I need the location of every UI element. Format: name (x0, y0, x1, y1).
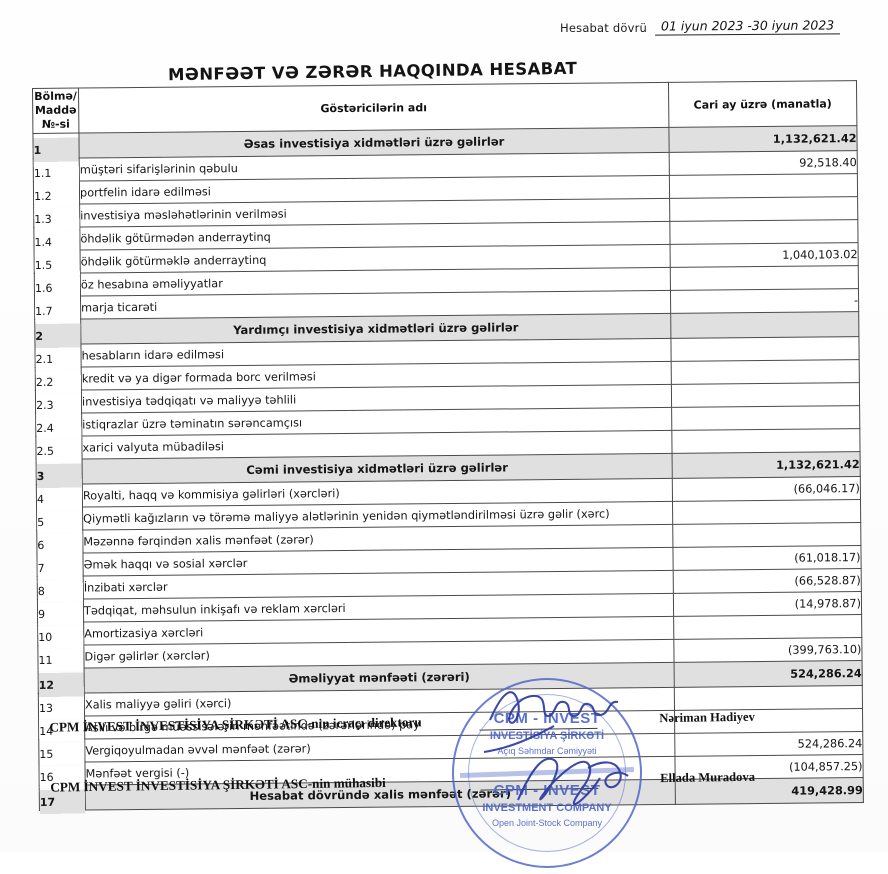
row-number: 3 (36, 463, 83, 489)
column-header-number-line1: Bölmə/ (34, 89, 77, 104)
row-value: 1,040,103.02 (670, 242, 859, 268)
row-value: (399,763.10) (673, 637, 863, 663)
row-number: 2 (34, 323, 81, 349)
row-number: 10 (37, 625, 84, 649)
row-value: 1,132,621.42 (668, 125, 858, 153)
signature-row-accountant: CPM İNVEST İNVESTİSİYA ŞİRKƏTİ ASC-nin m… (50, 760, 851, 831)
row-value (671, 428, 861, 454)
row-number: 1.3 (33, 207, 80, 231)
row-value (672, 522, 861, 548)
signature-block: CPM İNVEST İNVESTİSİYA ŞİRKƏTİ ASC-nin i… (49, 700, 851, 831)
row-value: 92,518.40 (669, 150, 858, 176)
row-number: 9 (37, 602, 84, 626)
row-value (671, 405, 860, 431)
row-number: 1.7 (34, 299, 81, 323)
signature-row-director: CPM İNVEST İNVESTİSİYA ŞİRKƏTİ ASC-nin i… (49, 700, 850, 771)
row-value (669, 219, 859, 245)
row-number: 1.5 (34, 253, 81, 277)
column-header-number-line3: №-si (41, 117, 70, 131)
row-value (670, 336, 860, 362)
row-value: (61,018.17) (672, 545, 862, 571)
row-number: 2.3 (35, 393, 82, 417)
row-value (672, 499, 861, 525)
signature-name-director: Nəriman Hadiyev (659, 709, 755, 726)
row-value (670, 265, 859, 291)
signature-title-accountant: CPM İNVEST İNVESTİSİYA ŞİRKƏTİ ASC-nin m… (50, 774, 386, 795)
row-value: 524,286.24 (674, 660, 863, 688)
column-header-number-line2: Maddə (34, 103, 77, 118)
row-number: 2.5 (35, 439, 83, 463)
row-number: 6 (36, 533, 83, 557)
row-number: 1.2 (33, 184, 80, 208)
column-header-value: Cari ay üzrə (manatla) (668, 80, 857, 128)
row-number: 4 (36, 487, 83, 511)
row-value: (66,528.87) (673, 568, 862, 594)
row-value (669, 173, 858, 199)
table-header-row: Bölmə/ Maddə №-si Göstəricilərin adı Car… (32, 80, 857, 134)
report-period-label: Hesabat dövrü (560, 21, 648, 35)
signature-name-accountant: Ellada Muradova (660, 769, 756, 786)
row-number: 2.4 (35, 416, 82, 440)
row-value: (66,046.17) (672, 476, 861, 502)
signature-title-director: CPM İNVEST İNVESTİSİYA ŞİRKƏTİ ASC-nin i… (49, 714, 422, 735)
row-number: 2.2 (35, 370, 82, 394)
signature-line-director (479, 727, 598, 731)
row-number: 2.1 (34, 347, 82, 371)
report-period: Hesabat dövrü 01 iyun 2023 -30 iyun 2023 (560, 17, 841, 36)
row-number: 12 (38, 672, 85, 698)
row-value (671, 359, 860, 385)
row-value: - (670, 288, 859, 314)
row-number: 1 (32, 137, 80, 163)
report-period-value: 01 iyun 2023 -30 iyun 2023 (654, 17, 841, 36)
row-number: 7 (36, 556, 84, 580)
row-number: 8 (37, 579, 84, 603)
row-value (671, 382, 860, 408)
row-value: (14,978.87) (673, 591, 862, 617)
row-value (670, 311, 859, 339)
row-value (673, 614, 862, 640)
column-header-description: Göstəricilərin adı (78, 82, 669, 134)
row-number: 1.6 (34, 276, 81, 300)
row-number: 5 (36, 510, 83, 534)
page-title: MƏNFƏƏT VƏ ZƏRƏR HAQQINDA HESABAT (167, 58, 578, 85)
row-number: 11 (37, 648, 85, 672)
row-number: 1.4 (33, 230, 81, 254)
column-header-number: Bölmə/ Maddə №-si (32, 88, 79, 134)
row-value: 1,132,621.42 (672, 451, 861, 479)
row-value (669, 196, 858, 222)
signature-line-accountant (480, 787, 599, 791)
row-number: 1.1 (33, 161, 80, 185)
